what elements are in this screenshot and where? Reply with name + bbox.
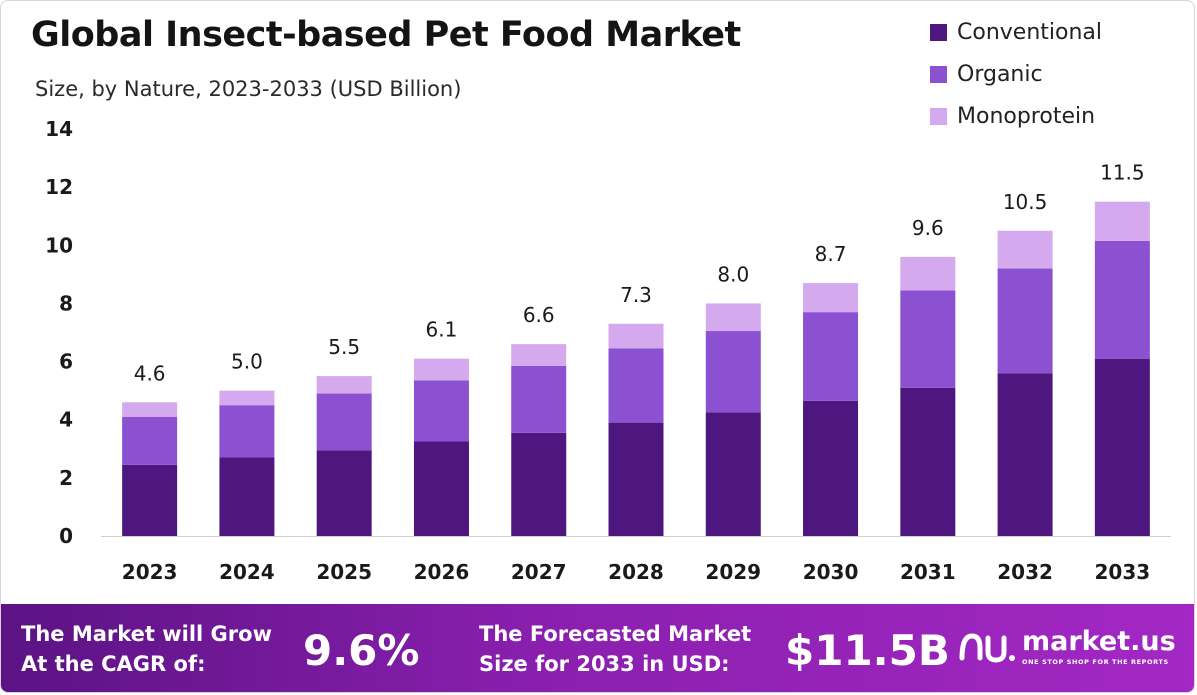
x-tick-label: 2029	[705, 560, 761, 584]
bar-segment-conventional	[900, 387, 956, 536]
x-tick-label: 2028	[608, 560, 664, 584]
cagr-caption-line2: At the CAGR of:	[21, 652, 206, 676]
footer-banner: The Market will Grow At the CAGR of: 9.6…	[1, 604, 1194, 692]
bar-segment-conventional	[997, 373, 1053, 536]
y-tick-label: 8	[59, 291, 73, 315]
x-tick-label: 2025	[316, 560, 372, 584]
legend-item-organic: Organic	[930, 53, 1102, 95]
bar-segment-monoprotein	[900, 256, 956, 291]
legend-label-conventional: Conventional	[957, 19, 1102, 45]
bar-segment-organic	[1094, 240, 1150, 359]
bar-segment-monoprotein	[705, 303, 761, 332]
bar-segment-conventional	[608, 422, 664, 536]
forecast-caption: The Forecasted Market Size for 2033 in U…	[479, 619, 751, 679]
bar-segment-conventional	[219, 457, 275, 536]
bar-total-label: 9.6	[912, 216, 944, 240]
bar-segment-conventional	[316, 450, 372, 536]
bar-segment-organic	[316, 393, 372, 451]
x-tick-label: 2033	[1095, 560, 1151, 584]
bar-segment-monoprotein	[803, 283, 859, 313]
cagr-caption-line1: The Market will Grow	[21, 622, 272, 646]
legend-item-monoprotein: Monoprotein	[930, 95, 1102, 137]
bar-total-label: 6.6	[523, 303, 555, 327]
bar-total-label: 10.5	[1003, 190, 1048, 214]
y-tick-label: 12	[45, 175, 73, 199]
legend-label-monoprotein: Monoprotein	[957, 103, 1096, 129]
bar-total-label: 6.1	[426, 318, 458, 342]
bar-total-label: 11.5	[1100, 161, 1145, 185]
chart-subtitle: Size, by Nature, 2023-2033 (USD Billion)	[35, 77, 462, 101]
x-tick-label: 2023	[122, 560, 178, 584]
bar-segment-organic	[219, 405, 275, 458]
y-tick-label: 14	[45, 117, 73, 141]
forecast-caption-line1: The Forecasted Market	[479, 622, 752, 646]
bar-segment-organic	[608, 348, 664, 423]
bar-segment-conventional	[122, 464, 178, 536]
x-tick-label: 2024	[219, 560, 275, 584]
brand-tagline: ONE STOP SHOP FOR THE REPORTS	[1022, 658, 1169, 666]
y-tick-label: 2	[59, 466, 73, 490]
bar-segment-conventional	[511, 432, 567, 536]
bar-segment-monoprotein	[122, 402, 178, 417]
market-us-logo-icon	[959, 633, 1015, 663]
legend-swatch-organic	[930, 65, 947, 83]
forecast-value: $11.5B	[785, 626, 950, 675]
bar-total-label: 5.5	[328, 335, 360, 359]
bar-total-label: 7.3	[620, 283, 652, 307]
bar-segment-monoprotein	[608, 323, 664, 349]
y-tick-label: 10	[45, 233, 73, 257]
forecast-caption-line2: Size for 2033 in USD:	[479, 652, 730, 676]
y-tick-label: 4	[59, 408, 73, 432]
bar-total-label: 8.7	[815, 242, 847, 266]
bar-segment-monoprotein	[997, 230, 1053, 269]
bar-segment-monoprotein	[413, 358, 469, 381]
bar-segment-organic	[803, 312, 859, 401]
x-tick-label: 2031	[900, 560, 956, 584]
bar-segment-organic	[900, 290, 956, 388]
legend-item-conventional: Conventional	[930, 11, 1102, 53]
bar-segment-conventional	[413, 441, 469, 536]
legend: Conventional Organic Monoprotein	[930, 11, 1102, 137]
bar-segment-monoprotein	[1094, 201, 1150, 241]
bar-segment-organic	[511, 365, 567, 433]
legend-swatch-monoprotein	[930, 107, 947, 125]
bar-segment-monoprotein	[316, 376, 372, 394]
y-tick-label: 6	[59, 350, 73, 374]
bar-segment-organic	[122, 416, 178, 465]
bar-segment-conventional	[803, 400, 859, 536]
x-tick-label: 2030	[803, 560, 859, 584]
bar-total-label: 4.6	[134, 361, 166, 385]
bar-segment-organic	[997, 268, 1053, 374]
x-tick-label: 2026	[414, 560, 470, 584]
chart-title: Global Insect-based Pet Food Market	[31, 15, 741, 55]
brand-logo[interactable]: market.us ONE STOP SHOP FOR THE REPORTS	[958, 628, 1176, 666]
bar-total-label: 8.0	[717, 262, 749, 286]
bar-segment-monoprotein	[219, 390, 275, 406]
bar-segment-conventional	[1094, 358, 1150, 536]
stacked-bar-chart: 0 2 4 6 8 10 12 14 4.6 2023 5.0 2024 5.5 2025 6.1 2026 6…	[45, 117, 1171, 584]
bar-segment-monoprotein	[511, 344, 567, 366]
y-tick-label: 0	[59, 524, 73, 548]
x-tick-label: 2032	[997, 560, 1053, 584]
cagr-caption: The Market will Grow At the CAGR of:	[21, 619, 272, 679]
x-tick-label: 2027	[511, 560, 567, 584]
bar-segment-organic	[705, 331, 761, 413]
bar-segment-organic	[413, 380, 469, 442]
cagr-value: 9.6%	[303, 626, 420, 675]
bar-total-label: 5.0	[231, 350, 263, 374]
legend-swatch-conventional	[930, 23, 947, 41]
brand-name: market.us	[1022, 626, 1176, 657]
legend-label-organic: Organic	[957, 61, 1043, 87]
bar-segment-conventional	[705, 412, 761, 536]
